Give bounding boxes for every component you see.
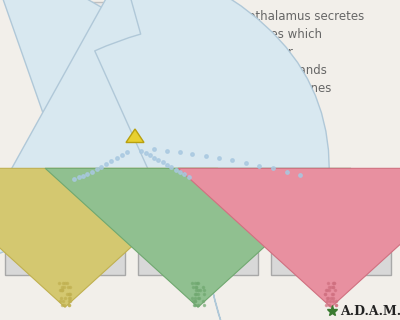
Ellipse shape (346, 203, 360, 217)
Ellipse shape (276, 190, 376, 275)
Ellipse shape (143, 207, 233, 277)
FancyBboxPatch shape (138, 180, 258, 275)
FancyBboxPatch shape (55, 2, 215, 145)
Text: Hypothalamus secretes
hormones which
make other
endocrine glands
secrete hormone: Hypothalamus secretes hormones which mak… (225, 10, 364, 95)
Ellipse shape (78, 11, 192, 116)
FancyBboxPatch shape (53, 245, 77, 268)
Ellipse shape (22, 202, 64, 269)
Ellipse shape (173, 193, 233, 243)
FancyBboxPatch shape (271, 180, 391, 275)
FancyBboxPatch shape (5, 180, 125, 275)
Ellipse shape (12, 193, 118, 273)
Polygon shape (173, 205, 243, 244)
Text: A.D.A.M.: A.D.A.M. (340, 305, 400, 318)
Ellipse shape (66, 202, 108, 269)
Polygon shape (126, 129, 144, 142)
Ellipse shape (95, 113, 175, 148)
Ellipse shape (298, 202, 354, 274)
Ellipse shape (112, 122, 158, 152)
Ellipse shape (70, 6, 200, 131)
